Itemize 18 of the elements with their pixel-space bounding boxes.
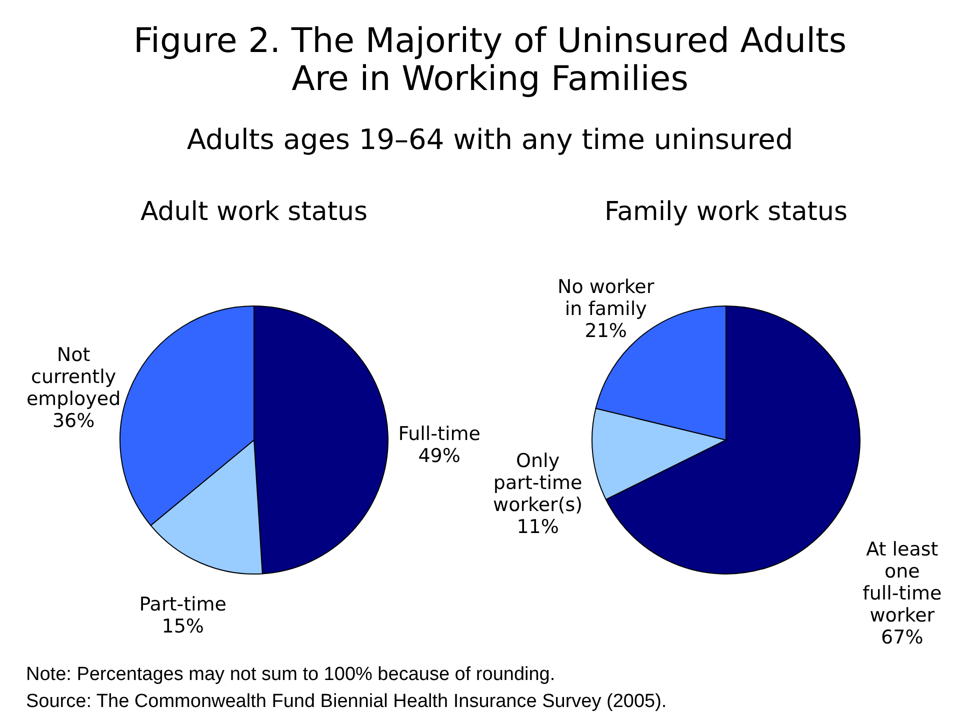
data-label: 36% xyxy=(52,410,95,432)
data-label: 49% xyxy=(418,445,460,468)
slice-label: Only part-time worker(s) xyxy=(493,450,583,516)
source-note: Source: The Commonwealth Fund Biennial Health Insurance Survey (2005). xyxy=(26,691,667,712)
chart-title: Adult work status xyxy=(140,197,368,227)
slice-label: At least one full-time worker xyxy=(862,538,942,626)
slice-label: Part-time xyxy=(139,593,226,616)
data-label: 67% xyxy=(881,626,924,648)
slice-label: Full-time xyxy=(398,423,480,446)
chart-title: Family work status xyxy=(604,197,848,227)
data-label: 21% xyxy=(584,320,627,342)
data-label: 15% xyxy=(162,615,204,638)
slice-label: No worker in family xyxy=(558,276,654,320)
text: Figure 2. The Majority of Uninsured Adults Are in Working Families xyxy=(133,21,847,99)
data-label: 11% xyxy=(516,516,559,538)
text: Note: Percentages may not sum to 100% because of rounding. xyxy=(26,664,556,685)
slice-label: Not currently employed xyxy=(26,344,121,410)
text: Adults ages 19–64 with any time uninsured xyxy=(186,123,794,156)
